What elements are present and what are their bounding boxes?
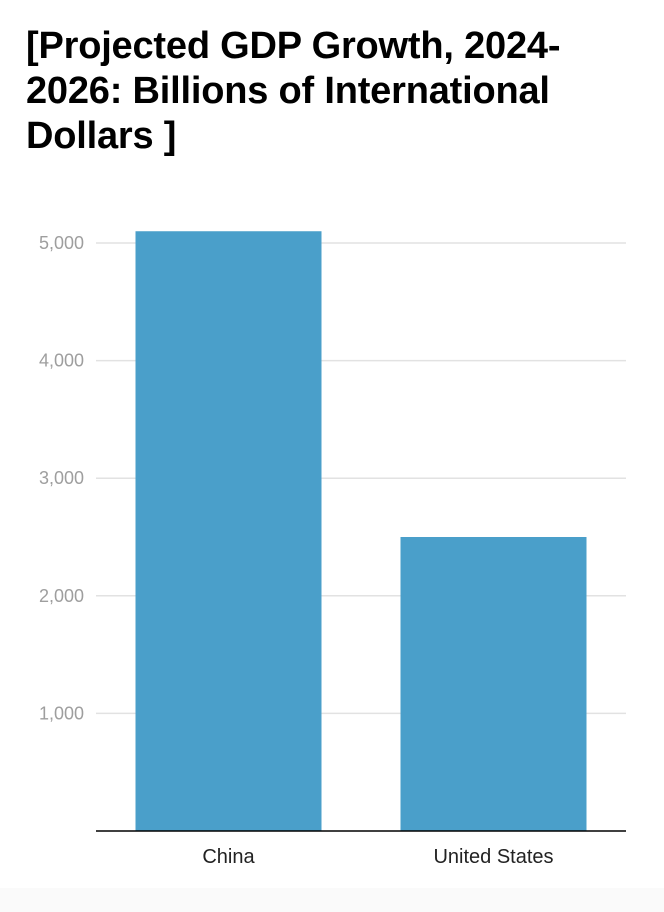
bar-china bbox=[135, 231, 322, 832]
chart-title: [Projected GDP Growth, 2024-2026: Billio… bbox=[26, 25, 561, 157]
x-category-label-china: China bbox=[202, 846, 255, 868]
y-tick-label-3000: 3,000 bbox=[39, 468, 84, 488]
x-category-label-united-states: United States bbox=[433, 846, 553, 868]
x-axis-category-labels: China United States bbox=[202, 846, 553, 868]
bars bbox=[135, 231, 587, 832]
footer-strip bbox=[0, 888, 664, 912]
y-tick-label-5000: 5,000 bbox=[39, 233, 84, 253]
y-tick-label-2000: 2,000 bbox=[39, 586, 84, 606]
bar-united-states bbox=[400, 537, 587, 831]
y-axis-tick-labels: 1,000 2,000 3,000 4,000 5,000 bbox=[39, 233, 84, 723]
y-tick-label-1000: 1,000 bbox=[39, 703, 84, 723]
y-tick-label-4000: 4,000 bbox=[39, 351, 84, 371]
